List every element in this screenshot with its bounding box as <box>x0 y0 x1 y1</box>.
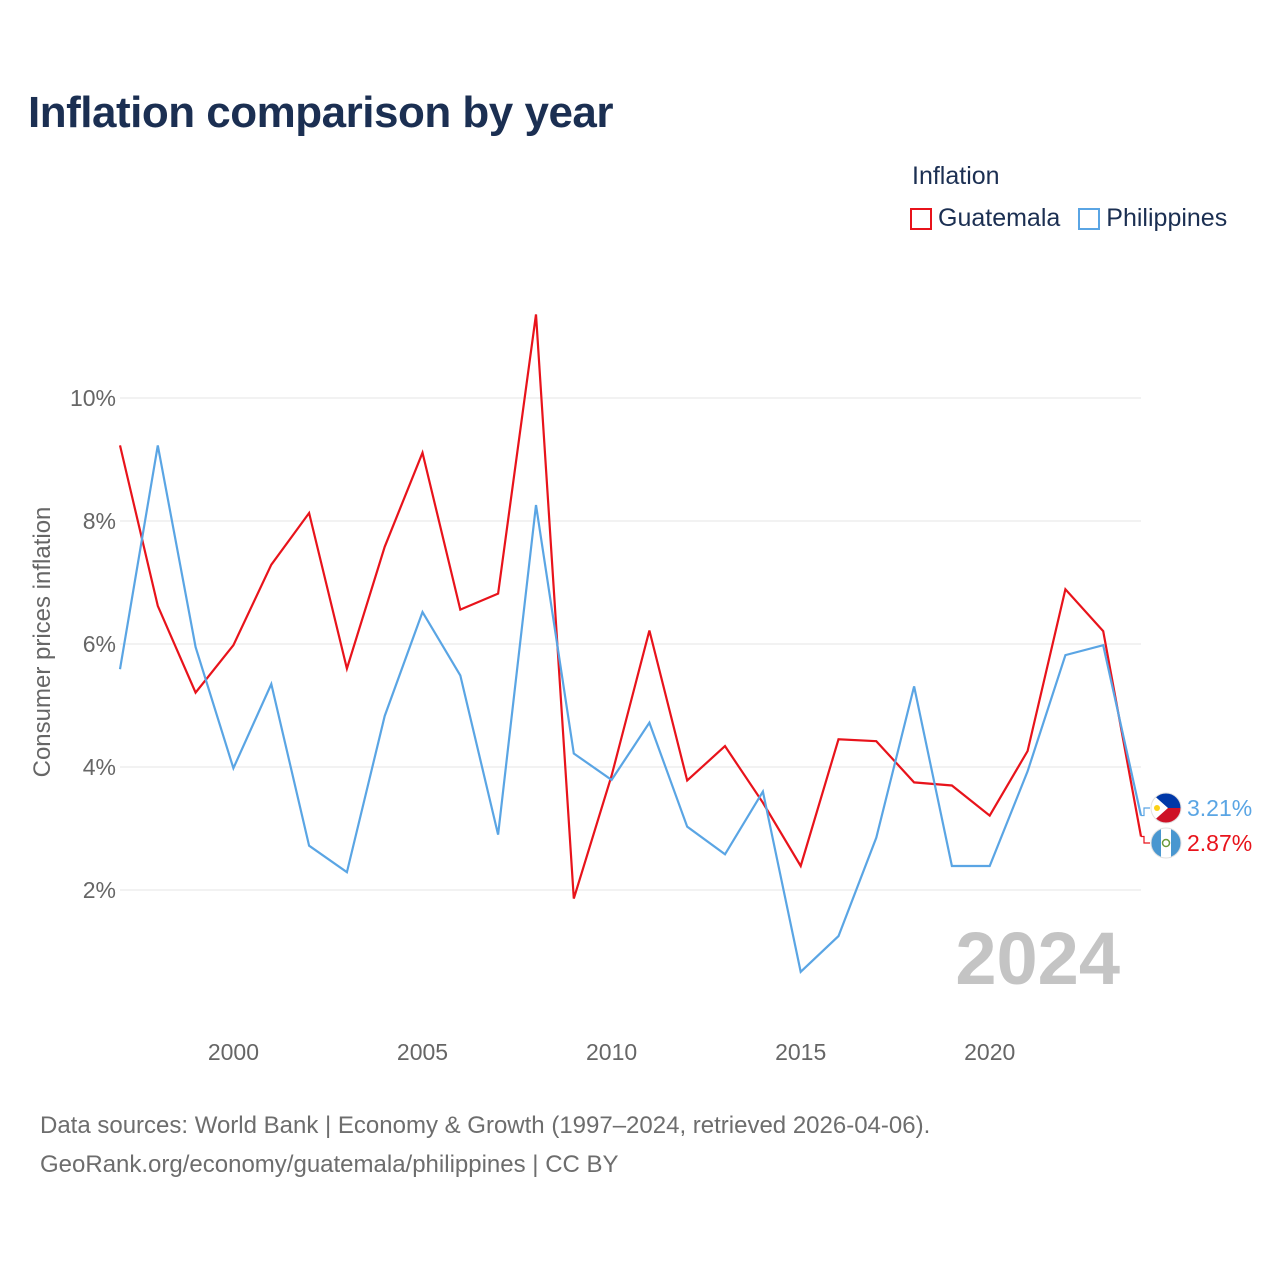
flag-icon-guatemala <box>1150 827 1182 859</box>
legend-item-philippines[interactable]: Philippines <box>1078 204 1227 233</box>
x-tick-label-2020: 2020 <box>964 1039 1015 1065</box>
y-tick-label-10: 10% <box>70 385 116 411</box>
y-tick-label-8: 8% <box>83 508 116 534</box>
series-line-philippines[interactable] <box>118 445 1143 974</box>
footer: Data sources: World Bank | Economy & Gro… <box>40 1106 930 1184</box>
flag-icon-philippines <box>1150 792 1182 824</box>
line-chart: 2% 4% 6% 8% 10% 2000 2005 2010 2015 2020 Consumer … <box>29 314 1252 1065</box>
end-connector-philippines <box>1141 807 1150 817</box>
end-value-label-guatemala: 2.87% <box>1187 830 1252 856</box>
x-tick-label-2015: 2015 <box>775 1039 826 1065</box>
legend-label-guatemala: Guatemala <box>938 204 1061 232</box>
y-axis-label: Consumer prices inflation <box>29 507 56 778</box>
legend-swatch-philippines <box>1078 207 1101 230</box>
legend-item-guatemala[interactable]: Guatemala <box>910 204 1060 233</box>
footer-sources: Data sources: World Bank | Economy & Gro… <box>40 1112 931 1139</box>
year-watermark: 2024 <box>955 917 1120 1000</box>
y-tick-label-2: 2% <box>83 877 116 903</box>
legend-label-philippines: Philippines <box>1106 204 1228 232</box>
end-connector-guatemala <box>1141 835 1150 844</box>
y-tick-label-6: 6% <box>83 631 116 657</box>
legend-title: Inflation <box>912 162 1000 190</box>
footer-attribution[interactable]: GeoRank.org/economy/guatemala/philippine… <box>40 1151 619 1178</box>
legend: Guatemala Philippines <box>910 204 1245 233</box>
chart-title: Inflation comparison by year <box>28 88 614 137</box>
x-tick-label-2010: 2010 <box>586 1039 637 1065</box>
series-line-guatemala[interactable] <box>118 314 1143 899</box>
x-tick-label-2005: 2005 <box>397 1039 448 1065</box>
legend-swatch-guatemala <box>910 207 932 230</box>
y-tick-label-4: 4% <box>83 754 116 780</box>
x-tick-label-2000: 2000 <box>208 1039 259 1065</box>
end-value-label-philippines: 3.21% <box>1187 795 1252 821</box>
